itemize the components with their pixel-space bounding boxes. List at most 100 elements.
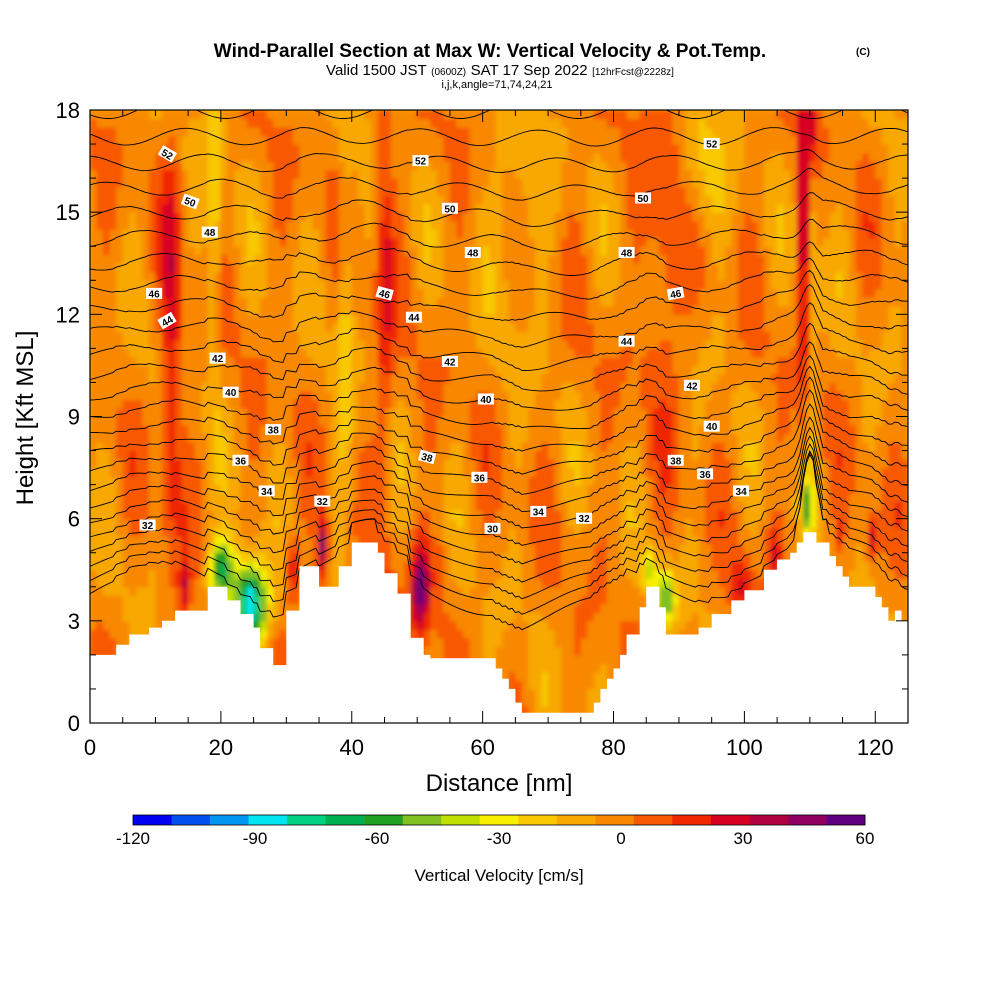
velocity-cell [207,501,215,511]
velocity-cell [207,178,215,188]
velocity-cell [142,416,150,426]
velocity-cell [371,212,379,222]
velocity-cell [260,195,268,205]
velocity-cell [436,348,444,358]
velocity-cell [430,493,438,503]
velocity-cell [306,220,314,230]
velocity-cell [410,186,418,196]
velocity-cell [155,433,163,443]
velocity-cell [194,408,202,418]
velocity-cell [384,229,392,239]
velocity-cell [234,348,242,358]
velocity-cell [384,493,392,503]
velocity-cell [175,305,183,315]
velocity-cell [96,288,104,298]
velocity-cell [142,212,150,222]
velocity-cell [273,135,281,145]
velocity-cell [181,203,189,213]
velocity-cell [521,680,529,690]
velocity-cell [319,110,327,120]
velocity-cell [96,365,104,375]
velocity-cell [129,484,137,494]
velocity-cell [234,195,242,205]
velocity-cell [482,382,490,392]
velocity-cell [495,178,503,188]
velocity-cell [214,365,222,375]
velocity-cell [521,476,529,486]
velocity-cell [253,271,261,281]
velocity-cell [358,322,366,332]
velocity-cell [495,416,503,426]
velocity-cell [96,501,104,511]
velocity-cell [351,314,359,324]
velocity-cell [397,280,405,290]
velocity-cell [103,569,111,579]
velocity-cell [404,297,412,307]
velocity-cell [508,612,516,622]
velocity-cell [358,527,366,537]
velocity-cell [240,220,248,230]
velocity-cell [384,391,392,401]
velocity-cell [528,416,536,426]
velocity-cell [234,331,242,341]
velocity-cell [463,135,471,145]
velocity-cell [175,288,183,298]
velocity-cell [162,220,170,230]
velocity-cell [528,663,536,673]
velocity-cell [194,314,202,324]
velocity-cell [469,144,477,154]
velocity-cell [502,339,510,349]
velocity-cell [90,408,98,418]
velocity-cell [463,416,471,426]
velocity-cell [449,339,457,349]
velocity-cell [122,408,130,418]
velocity-cell [456,433,464,443]
velocity-cell [482,263,490,273]
velocity-cell [207,305,215,315]
velocity-cell [207,561,215,571]
velocity-cell [306,433,314,443]
velocity-cell [443,527,451,537]
velocity-cell [489,280,497,290]
velocity-cell [371,254,379,264]
velocity-cell [234,501,242,511]
velocity-cell [109,348,117,358]
velocity-cell [502,110,510,120]
velocity-cell [371,493,379,503]
velocity-cell [377,195,385,205]
velocity-cell [351,195,359,205]
velocity-cell [279,467,287,477]
subtitle-fcst: [12hrFcst@2228z] [592,67,674,78]
velocity-cell [391,331,399,341]
velocity-cell [90,110,98,120]
velocity-cell [417,603,425,613]
velocity-cell [312,356,320,366]
velocity-cell [377,203,385,213]
velocity-cell [436,527,444,537]
velocity-cell [306,416,314,426]
velocity-cell [449,152,457,162]
velocity-cell [227,297,235,307]
velocity-cell [443,118,451,128]
velocity-cell [292,220,300,230]
velocity-cell [463,322,471,332]
velocity-cell [234,297,242,307]
velocity-cell [489,169,497,179]
velocity-cell [410,476,418,486]
velocity-cell [312,348,320,358]
velocity-cell [502,118,510,128]
velocity-cell [463,195,471,205]
velocity-cell [90,510,98,520]
velocity-cell [456,220,464,230]
velocity-cell [436,305,444,315]
velocity-cell [358,408,366,418]
velocity-cell [201,373,209,383]
velocity-cell [423,561,431,571]
velocity-cell [175,339,183,349]
velocity-cell [345,425,353,435]
velocity-cell [436,433,444,443]
velocity-cell [135,399,143,409]
velocity-cell [417,229,425,239]
velocity-cell [142,629,150,639]
velocity-cell [148,237,156,247]
